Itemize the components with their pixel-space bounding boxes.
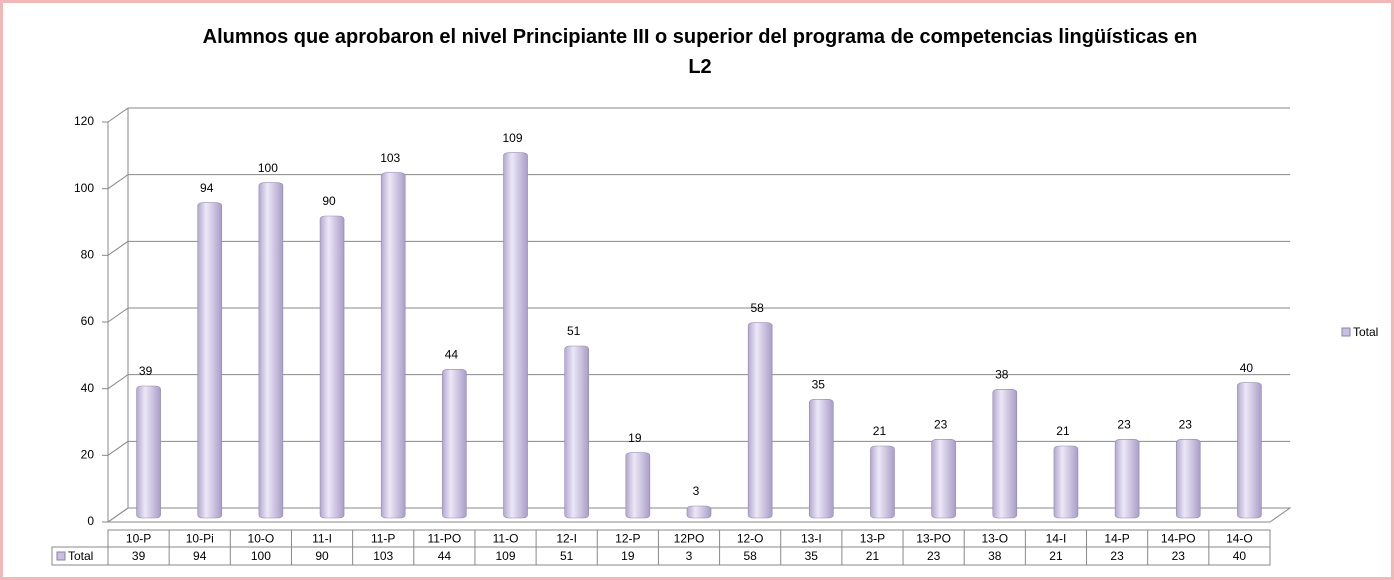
bar bbox=[442, 369, 467, 519]
table-value: 51 bbox=[560, 549, 574, 563]
data-label: 3 bbox=[693, 484, 700, 498]
grid-line bbox=[107, 240, 129, 256]
x-tick-label: 11-O bbox=[493, 532, 519, 546]
y-tick-label: 40 bbox=[81, 381, 95, 395]
x-tick-label: 11-I bbox=[312, 532, 332, 546]
bar bbox=[380, 172, 406, 519]
data-label: 38 bbox=[995, 368, 1009, 382]
table-value: 44 bbox=[438, 549, 452, 563]
y-tick-label: 100 bbox=[74, 181, 94, 195]
y-tick-label: 20 bbox=[81, 448, 95, 462]
bar bbox=[870, 445, 895, 519]
table-value: 58 bbox=[743, 549, 757, 563]
bar bbox=[992, 389, 1018, 519]
y-tick-label: 0 bbox=[87, 514, 94, 528]
bar bbox=[258, 182, 284, 519]
data-label: 19 bbox=[628, 431, 642, 445]
table-value: 23 bbox=[1110, 549, 1124, 563]
bar bbox=[809, 399, 834, 519]
grid-line bbox=[107, 440, 129, 456]
floor bbox=[106, 507, 1292, 523]
y-tick-label: 80 bbox=[81, 248, 95, 262]
table-value: 100 bbox=[251, 549, 271, 563]
data-label: 94 bbox=[200, 181, 214, 195]
x-tick-label: 10-P bbox=[126, 532, 151, 546]
x-tick-label: 12-P bbox=[615, 532, 640, 546]
data-label: 58 bbox=[750, 301, 764, 315]
x-tick-label: 14-PO bbox=[1161, 532, 1196, 546]
data-label: 23 bbox=[934, 418, 948, 432]
table-value: 23 bbox=[1172, 549, 1186, 563]
data-label: 109 bbox=[503, 131, 523, 145]
bar bbox=[197, 202, 223, 519]
data-label: 40 bbox=[1240, 361, 1254, 375]
data-label: 103 bbox=[380, 151, 400, 165]
table-value: 21 bbox=[866, 549, 880, 563]
bar bbox=[1053, 445, 1079, 519]
table-value: 103 bbox=[373, 549, 393, 563]
table-value: 38 bbox=[988, 549, 1002, 563]
x-tick-label: 14-P bbox=[1104, 532, 1129, 546]
x-tick-label: 12-I bbox=[556, 532, 577, 546]
table-value: 39 bbox=[132, 549, 146, 563]
x-tick-label: 13-P bbox=[860, 532, 885, 546]
x-tick-label: 14-I bbox=[1046, 532, 1067, 546]
data-label: 51 bbox=[567, 324, 581, 338]
bar bbox=[686, 505, 712, 519]
table-value: 21 bbox=[1049, 549, 1063, 563]
data-label: 44 bbox=[445, 348, 459, 362]
bar bbox=[564, 345, 589, 519]
table-value: 23 bbox=[927, 549, 941, 563]
data-label: 23 bbox=[1117, 418, 1131, 432]
legend-key bbox=[1341, 327, 1351, 337]
data-table bbox=[51, 546, 1271, 566]
grid-line bbox=[107, 307, 129, 323]
data-label: 39 bbox=[139, 364, 153, 378]
x-tick-label: 13-PO bbox=[916, 532, 951, 546]
grid-line bbox=[107, 107, 129, 123]
data-label: 23 bbox=[1179, 418, 1193, 432]
bar bbox=[1175, 439, 1201, 519]
table-series-name: Total bbox=[68, 549, 93, 563]
bar bbox=[931, 439, 956, 519]
bar bbox=[625, 452, 651, 519]
bar bbox=[503, 152, 528, 519]
x-tick-label: 10-Pi bbox=[186, 532, 214, 546]
x-tick-label: 14-O bbox=[1226, 532, 1253, 546]
x-tick-label: 13-O bbox=[981, 532, 1008, 546]
table-value: 19 bbox=[621, 549, 635, 563]
y-tick-label: 60 bbox=[81, 314, 95, 328]
x-tick-label: 11-PO bbox=[427, 532, 461, 546]
bar bbox=[1114, 439, 1140, 519]
chart-title: Alumnos que aprobaron el nivel Principia… bbox=[202, 26, 1198, 78]
x-tick-label: 13-I bbox=[801, 532, 822, 546]
table-value: 90 bbox=[315, 549, 329, 563]
data-label: 100 bbox=[258, 161, 278, 175]
table-value: 40 bbox=[1233, 549, 1247, 563]
x-tick-label: 10-O bbox=[248, 532, 275, 546]
y-tick-label: 120 bbox=[74, 114, 94, 128]
table-value: 35 bbox=[805, 549, 819, 563]
x-tick-label: 12-O bbox=[737, 532, 764, 546]
bar bbox=[747, 322, 773, 519]
legend-key bbox=[56, 551, 66, 561]
table-value: 109 bbox=[496, 549, 516, 563]
data-label: 90 bbox=[322, 194, 336, 208]
grid-line bbox=[107, 174, 129, 190]
bar bbox=[1237, 382, 1262, 519]
legend-label: Total bbox=[1353, 325, 1378, 339]
x-tick-label: 11-P bbox=[371, 532, 395, 546]
grid-line bbox=[107, 374, 129, 390]
x-tick-label: 12PO bbox=[674, 532, 705, 546]
table-value: 3 bbox=[686, 549, 693, 563]
table-value: 94 bbox=[193, 549, 207, 563]
bar bbox=[319, 215, 345, 519]
data-label: 35 bbox=[812, 378, 826, 392]
data-label: 21 bbox=[1056, 424, 1070, 438]
bar bbox=[136, 385, 161, 519]
data-label: 21 bbox=[873, 424, 887, 438]
